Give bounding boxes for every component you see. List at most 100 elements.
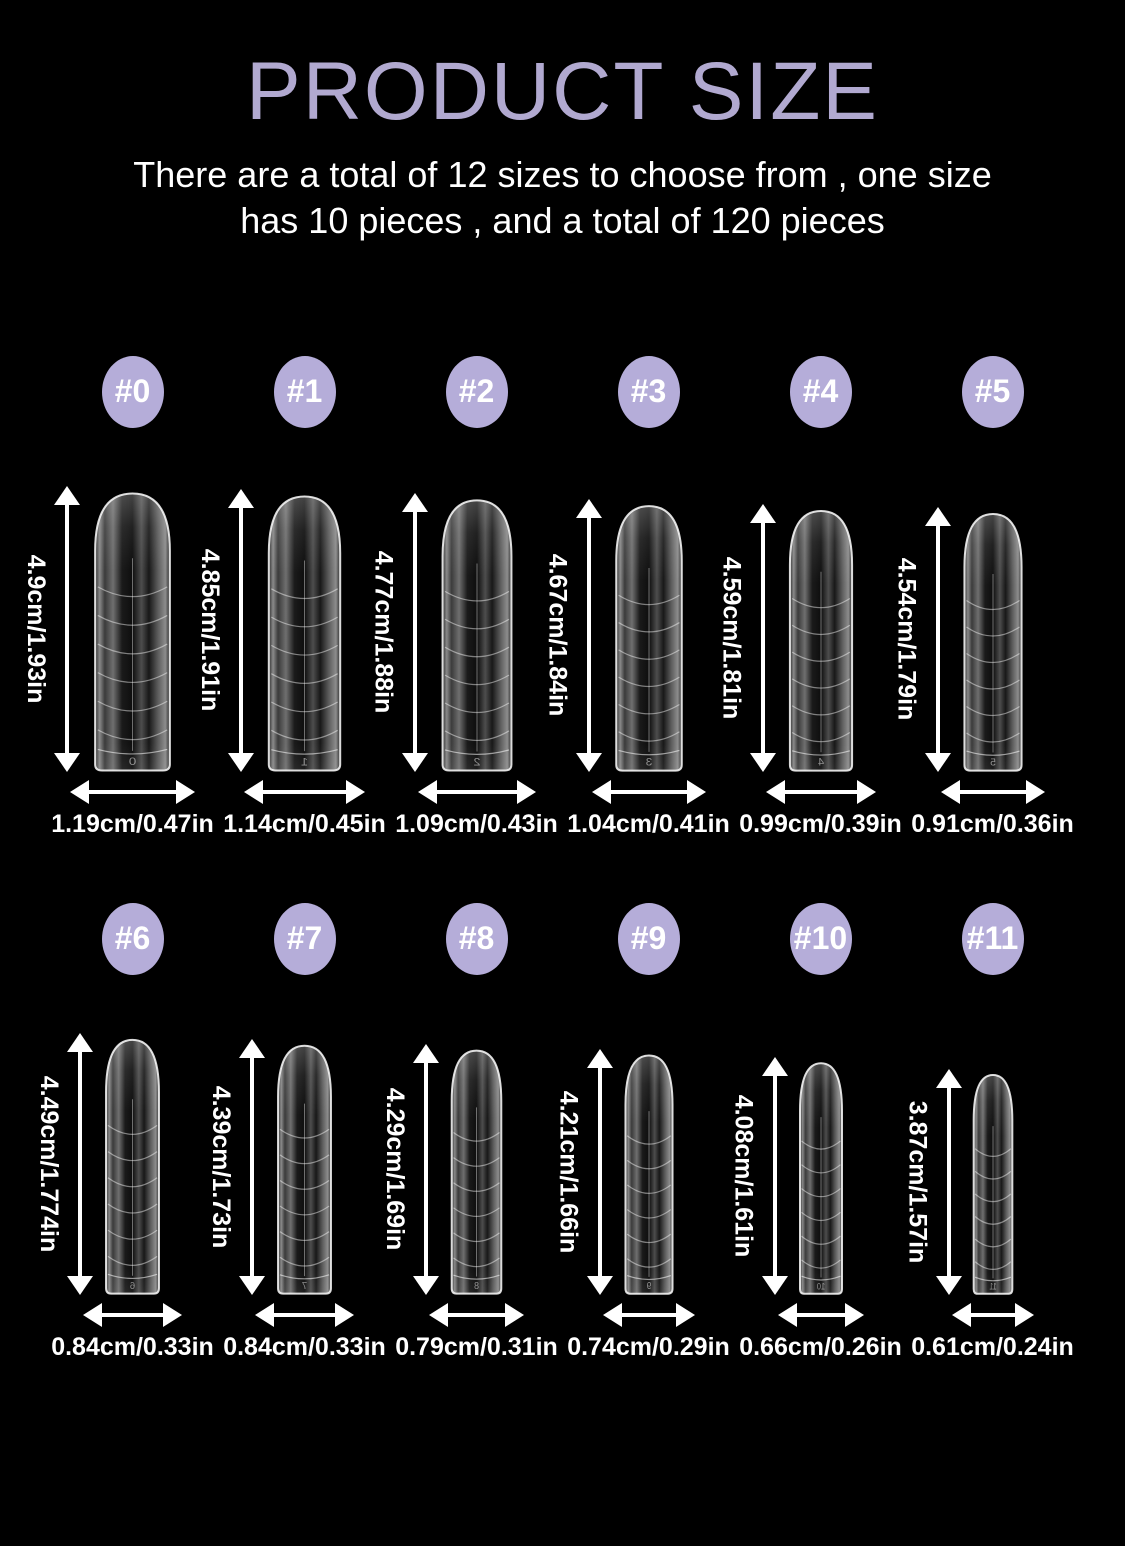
length-label: 4.59cm/1.81in (717, 556, 746, 720)
svg-text:4: 4 (817, 757, 823, 769)
length-label: 3.87cm/1.57in (903, 1100, 932, 1264)
width-label: 0.91cm/0.36in (911, 809, 1074, 838)
page-subtitle: There are a total of 12 sizes to choose … (0, 152, 1125, 244)
nail-tip-image: 4 (784, 504, 858, 772)
svg-text:0: 0 (129, 755, 137, 768)
size-column-4: #4 4.59cm/1.81in 4 0.99cm/0.39in (718, 355, 907, 839)
size-badge: #8 (445, 902, 508, 975)
width-label: 0.74cm/0.29in (567, 1332, 730, 1361)
vertical-dimension-arrow (228, 488, 254, 772)
vertical-dimension-arrow (401, 492, 428, 772)
size-column-9: #9 4.21cm/1.66in 9 0.74cm/0.29in (555, 902, 735, 1362)
subtitle-line-2: has 10 pieces , and a total of 120 piece… (240, 199, 885, 241)
nail-tip-image: 5 (959, 507, 1027, 772)
width-label: 0.66cm/0.26in (739, 1332, 902, 1361)
nail-tip-image: 2 (436, 493, 518, 772)
width-label: 0.84cm/0.33in (51, 1332, 214, 1361)
svg-text:8: 8 (474, 1280, 479, 1292)
horizontal-dimension-arrow (940, 779, 1045, 804)
horizontal-dimension-arrow (83, 1302, 182, 1327)
width-label: 1.09cm/0.43in (395, 809, 558, 838)
svg-text:6: 6 (129, 1280, 135, 1291)
horizontal-dimension-arrow (255, 1302, 354, 1327)
length-label: 4.9cm/1.93in (22, 554, 50, 704)
vertical-dimension-arrow (935, 1068, 962, 1295)
nail-tip-image: 11 (970, 1069, 1016, 1295)
svg-text:2: 2 (473, 756, 480, 768)
length-label: 4.85cm/1.91in (196, 549, 224, 712)
length-label: 4.08cm/1.61in (729, 1094, 758, 1258)
nail-tip-image: 6 (101, 1033, 164, 1295)
size-badge: #9 (617, 902, 680, 975)
vertical-dimension-arrow (575, 498, 602, 772)
horizontal-dimension-arrow (602, 1302, 695, 1327)
size-badge: #7 (273, 902, 336, 975)
nail-tip-svg: 8 (447, 1044, 506, 1295)
nail-tip-image: 1 (262, 489, 347, 772)
width-label: 0.61cm/0.24in (911, 1332, 1074, 1361)
size-badge: #10 (789, 902, 852, 975)
subtitle-line-1: There are a total of 12 sizes to choose … (133, 153, 992, 195)
svg-text:10: 10 (816, 1281, 825, 1292)
size-column-0: #0 4.9cm/1.93in 0 1.19cm/0.47in (22, 355, 219, 839)
size-row-bottom: #6 4.49cm/1.774in 6 0.84cm/0.33in #7 4.3… (0, 902, 1125, 1362)
size-column-3: #3 4.67cm/1.84in 3 1.04cm/0.41in (544, 355, 735, 839)
size-column-10: #10 4.08cm/1.61in 10 0.66cm/0.26in (730, 902, 907, 1362)
length-label: 4.67cm/1.84in (543, 554, 572, 717)
svg-text:11: 11 (988, 1282, 996, 1292)
vertical-dimension-arrow (413, 1043, 439, 1295)
nail-tip-svg: 7 (273, 1039, 336, 1295)
vertical-dimension-arrow (924, 506, 951, 772)
size-badge: #1 (273, 355, 336, 428)
horizontal-dimension-arrow (777, 1302, 864, 1327)
svg-text:3: 3 (645, 757, 652, 768)
width-label: 0.79cm/0.31in (395, 1332, 558, 1361)
size-row-top: #0 4.9cm/1.93in 0 1.19cm/0.47in #1 4.85c… (0, 355, 1125, 839)
nail-tip-image: 10 (796, 1057, 846, 1295)
nail-tip-svg: 10 (796, 1057, 846, 1295)
width-label: 1.04cm/0.41in (567, 809, 730, 838)
size-column-8: #8 4.29cm/1.69in 8 0.79cm/0.31in (381, 902, 563, 1362)
width-label: 0.84cm/0.33in (223, 1332, 386, 1361)
svg-text:1: 1 (301, 755, 308, 768)
length-label: 4.77cm/1.88in (369, 551, 398, 714)
length-label: 4.39cm/1.73in (207, 1085, 235, 1249)
vertical-dimension-arrow (54, 485, 80, 772)
horizontal-dimension-arrow (591, 779, 706, 804)
size-badge: #5 (961, 355, 1024, 428)
svg-text:9: 9 (646, 1281, 651, 1292)
size-column-1: #1 4.85cm/1.91in 1 1.14cm/0.45in (196, 355, 391, 839)
nail-tip-image: 9 (621, 1049, 677, 1295)
nail-tip-svg: 3 (610, 499, 688, 772)
size-badge: #3 (617, 355, 680, 428)
nail-tip-image: 0 (88, 486, 177, 772)
horizontal-dimension-arrow (70, 779, 195, 804)
length-label: 4.54cm/1.79in (892, 558, 921, 721)
svg-text:7: 7 (302, 1281, 307, 1292)
size-column-2: #2 4.77cm/1.88in 2 1.09cm/0.43in (370, 355, 563, 839)
nail-tip-image: 8 (447, 1044, 506, 1295)
nail-tip-image: 3 (610, 499, 688, 772)
page-title: PRODUCT SIZE (246, 46, 879, 137)
size-badge: #11 (961, 902, 1024, 975)
vertical-dimension-arrow (586, 1048, 613, 1295)
size-badge: #0 (101, 355, 164, 428)
width-label: 1.14cm/0.45in (223, 809, 386, 838)
horizontal-dimension-arrow (951, 1302, 1034, 1327)
size-column-6: #6 4.49cm/1.774in 6 0.84cm/0.33in (35, 902, 219, 1362)
nail-tip-svg: 9 (621, 1049, 677, 1295)
length-label: 4.29cm/1.69in (381, 1088, 409, 1251)
size-badge: #2 (445, 355, 508, 428)
vertical-dimension-arrow (239, 1038, 265, 1295)
size-column-5: #5 4.54cm/1.79in 5 0.91cm/0.36in (893, 355, 1079, 839)
vertical-dimension-arrow (749, 503, 776, 772)
vertical-dimension-arrow (761, 1056, 788, 1295)
vertical-dimension-arrow (67, 1032, 93, 1295)
nail-tip-svg: 11 (970, 1069, 1016, 1295)
nail-tip-svg: 0 (88, 486, 177, 772)
width-label: 0.99cm/0.39in (739, 809, 902, 838)
horizontal-dimension-arrow (417, 779, 536, 804)
nail-tip-svg: 5 (959, 507, 1027, 772)
svg-text:5: 5 (989, 758, 995, 769)
nail-tip-image: 7 (273, 1039, 336, 1295)
